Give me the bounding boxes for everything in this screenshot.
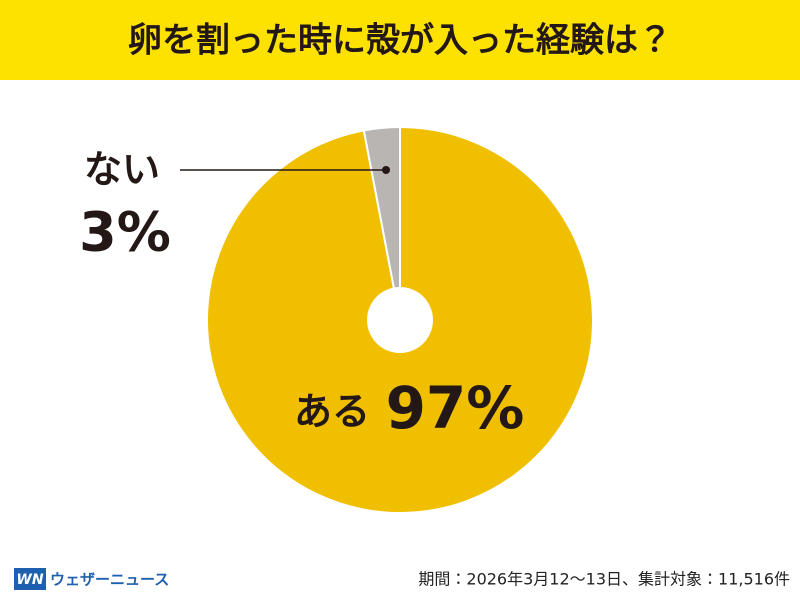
value-label: 3% [79, 201, 171, 264]
pie-slice [362, 125, 401, 321]
logo-box [14, 568, 46, 590]
logo: WN [16, 572, 43, 588]
category-label: ある [294, 390, 370, 434]
chart-title: 卵を割った時に殻が入った経験は？ [128, 21, 672, 61]
leader-dot [382, 166, 391, 174]
pie-hole [367, 287, 433, 353]
category-label: ない [84, 148, 160, 192]
pie [206, 125, 594, 514]
value-label: 97% [386, 374, 525, 442]
note: 期間：2026年3月12～13日、集計対象：11,516件 [418, 570, 790, 589]
brand: ウェザーニュース [50, 571, 169, 589]
title-banner [0, 0, 800, 80]
